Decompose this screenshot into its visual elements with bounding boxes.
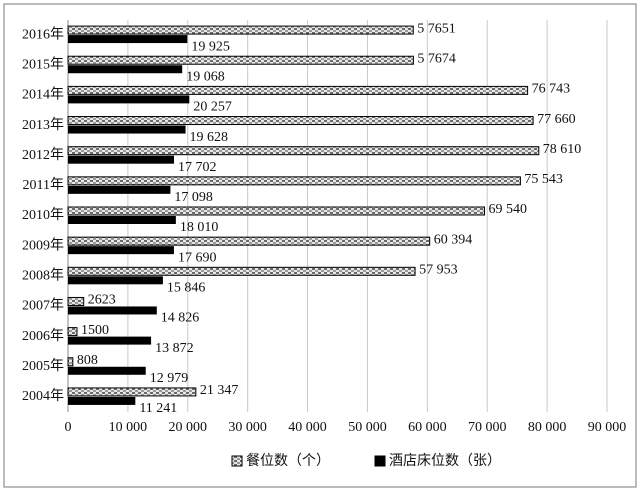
value-label: 78 610 [543,142,582,157]
value-label: 2623 [88,293,116,308]
bar [67,266,416,276]
bar [68,246,174,255]
bar [67,176,521,186]
bar [68,306,157,315]
value-label: 1500 [81,323,109,338]
x-tick-label: 60 000 [408,420,447,435]
bar [67,55,414,65]
value-label: 69 540 [488,202,527,217]
value-label: 17 690 [178,250,217,265]
bar [68,35,188,44]
y-tick-label: 2009年 [22,237,64,253]
value-label: 5 7674 [417,51,456,66]
value-label: 20 257 [193,100,232,115]
legend-label: 餐位数（个） [246,453,330,469]
y-tick-label: 2013年 [22,117,64,133]
y-tick-label: 2005年 [22,358,64,374]
y-tick-label: 2015年 [22,56,64,72]
y-tick-label: 2006年 [22,328,64,344]
value-label: 13 872 [155,341,194,356]
bar [67,116,534,126]
legend-swatch [374,455,386,467]
bar [68,95,190,104]
bar [68,336,152,345]
bar [68,366,146,375]
value-label: 14 826 [161,311,200,326]
legend-label: 酒店床位数（张） [389,453,501,469]
bar [68,155,175,164]
bar [68,396,136,405]
x-tick-label: 10 000 [109,420,148,435]
y-tick-label: 2011年 [23,177,64,193]
value-label: 21 347 [200,383,239,398]
value-label: 15 846 [167,281,206,296]
value-label: 12 979 [150,371,189,386]
bar [67,206,485,216]
bar [67,387,197,397]
value-label: 19 068 [186,69,225,84]
value-label: 19 628 [190,130,229,145]
y-tick-label: 2004年 [22,388,64,404]
bar [67,357,74,367]
y-tick-label: 2016年 [22,26,64,42]
y-tick-label: 2012年 [22,147,64,163]
bar [68,65,183,74]
x-tick-label: 40 000 [288,420,327,435]
value-label: 11 241 [139,401,177,416]
x-tick-label: 30 000 [228,420,267,435]
value-label: 76 743 [532,82,571,97]
legend-swatch [231,455,243,467]
x-tick-label: 90 000 [588,420,627,435]
value-label: 19 925 [191,39,230,54]
value-label: 75 543 [524,172,563,187]
value-label: 77 660 [537,112,576,127]
y-tick-label: 2007年 [22,298,64,314]
value-label: 18 010 [180,220,219,235]
frame [3,3,637,488]
x-tick-label: 70 000 [468,420,507,435]
value-label: 60 394 [434,232,473,247]
bar [67,146,540,156]
value-label: 57 953 [419,263,458,278]
y-tick-label: 2010年 [22,207,64,223]
bar [67,327,78,337]
value-label: 17 098 [174,190,213,205]
value-label: 17 702 [178,160,217,175]
bar [67,85,529,95]
y-tick-label: 2008年 [22,268,64,284]
y-tick-label: 2014年 [22,87,64,103]
x-tick-label: 80 000 [528,420,567,435]
bar [67,296,85,306]
bar [68,185,171,194]
bar [68,125,186,134]
bar [68,216,176,224]
bar [67,236,431,246]
value-label: 808 [77,353,98,368]
x-tick-label: 0 [65,420,72,435]
bar [68,276,163,285]
x-tick-label: 50 000 [348,420,387,435]
x-tick-label: 20 000 [169,420,208,435]
bar [67,25,414,35]
value-label: 5 7651 [417,21,456,36]
